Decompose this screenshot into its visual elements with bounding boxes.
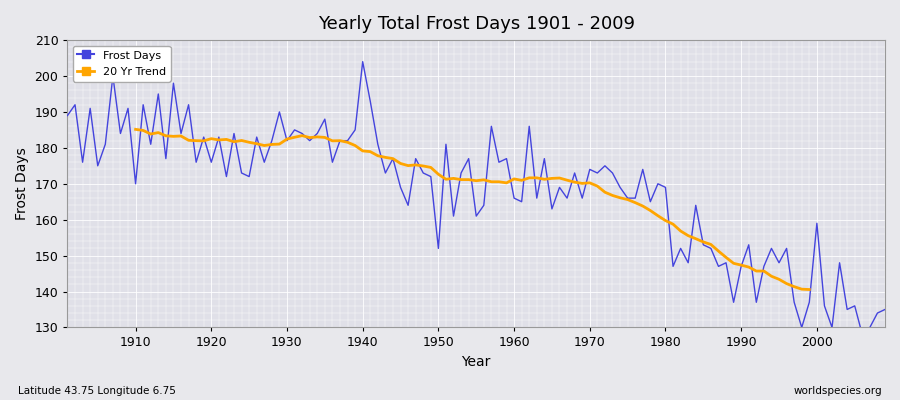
Legend: Frost Days, 20 Yr Trend: Frost Days, 20 Yr Trend bbox=[73, 46, 171, 82]
Title: Yearly Total Frost Days 1901 - 2009: Yearly Total Frost Days 1901 - 2009 bbox=[318, 15, 634, 33]
Y-axis label: Frost Days: Frost Days bbox=[15, 147, 29, 220]
Text: worldspecies.org: worldspecies.org bbox=[794, 386, 882, 396]
Text: Latitude 43.75 Longitude 6.75: Latitude 43.75 Longitude 6.75 bbox=[18, 386, 176, 396]
X-axis label: Year: Year bbox=[462, 355, 490, 369]
